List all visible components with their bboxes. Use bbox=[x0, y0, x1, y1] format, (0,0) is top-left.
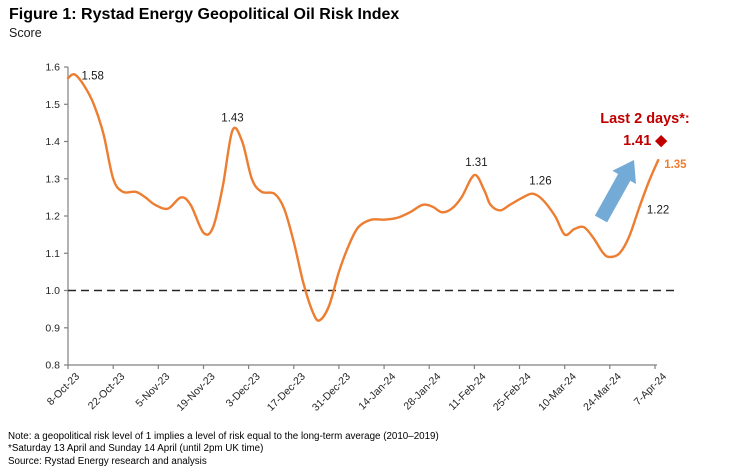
series-line-group bbox=[66, 73, 660, 322]
last-2-days-annotation: Last 2 days*: 1.41 ◆ bbox=[579, 109, 711, 152]
x-tick-label: 24-Mar-24 bbox=[581, 371, 624, 414]
x-tick-label: 25-Feb-24 bbox=[491, 371, 534, 414]
footnote-note: Note: a geopolitical risk level of 1 imp… bbox=[8, 431, 439, 442]
x-tick-label: 3-Dec-23 bbox=[224, 371, 263, 410]
trend-up-arrow-icon bbox=[594, 160, 636, 223]
point-label: 1.31 bbox=[465, 157, 487, 169]
x-tick-label: 22-Oct-23 bbox=[86, 371, 128, 413]
x-tick-label: 8-Oct-23 bbox=[45, 371, 82, 408]
x-tick-label: 10-Mar-24 bbox=[536, 371, 579, 414]
y-tick-label: 0.8 bbox=[45, 360, 60, 372]
chart-axes: 0.8 0.9 1.0 1.1 1.2 1.3 1.4 1.5 1.6 8-Oct-23 22-Oc… bbox=[45, 62, 669, 414]
point-label: 1.43 bbox=[221, 112, 243, 124]
footnote-source: Source: Rystad Energy research and analy… bbox=[8, 455, 207, 467]
x-tick-label: 14-Jan-24 bbox=[356, 371, 398, 413]
point-label: 1.58 bbox=[82, 70, 104, 82]
x-tick-label: 31-Dec-23 bbox=[310, 371, 353, 414]
y-tick-label: 0.9 bbox=[45, 322, 60, 334]
y-tick-label: 1.1 bbox=[45, 248, 60, 260]
diamond-icon: ◆ bbox=[655, 132, 667, 149]
y-tick-label: 1.3 bbox=[45, 173, 60, 185]
point-labels-group: 1.58 1.43 1.31 1.26 1.22 1.35 bbox=[82, 70, 688, 216]
x-tick-label: 7-Apr-24 bbox=[632, 371, 669, 408]
x-tick-label: 19-Nov-23 bbox=[174, 371, 217, 414]
annotation-value-row: 1.41 ◆ bbox=[579, 130, 711, 152]
x-tick-label: 5-Nov-23 bbox=[133, 371, 172, 410]
point-label: 1.35 bbox=[664, 159, 687, 171]
y-tick-label: 1.4 bbox=[45, 136, 60, 148]
risk-index-line bbox=[66, 73, 660, 322]
annotation-value: 1.41 bbox=[623, 133, 652, 149]
figure-title: Figure 1: Rystad Energy Geopolitical Oil… bbox=[9, 6, 400, 23]
footnote-asterisk: *Saturday 13 April and Sunday 14 April (… bbox=[8, 443, 264, 455]
y-tick-label: 1.0 bbox=[45, 285, 60, 297]
y-tick-label: 1.2 bbox=[45, 211, 60, 223]
axis-units-label: Score bbox=[9, 26, 42, 40]
annotation-label: Last 2 days*: bbox=[600, 111, 690, 127]
y-tick-label: 1.5 bbox=[45, 99, 60, 111]
x-tick-label: 28-Jan-24 bbox=[401, 371, 443, 413]
y-tick-label: 1.6 bbox=[45, 62, 60, 74]
figure-footnotes: Note: a geopolitical risk level of 1 imp… bbox=[8, 431, 439, 468]
x-tick-label: 17-Dec-23 bbox=[265, 371, 308, 414]
point-label: 1.26 bbox=[529, 176, 551, 188]
x-tick-label: 11-Feb-24 bbox=[446, 371, 488, 413]
point-label: 1.22 bbox=[647, 205, 669, 217]
risk-index-chart: 0.8 0.9 1.0 1.1 1.2 1.3 1.4 1.5 1.6 8-Oct-23 22-Oc… bbox=[45, 62, 688, 414]
